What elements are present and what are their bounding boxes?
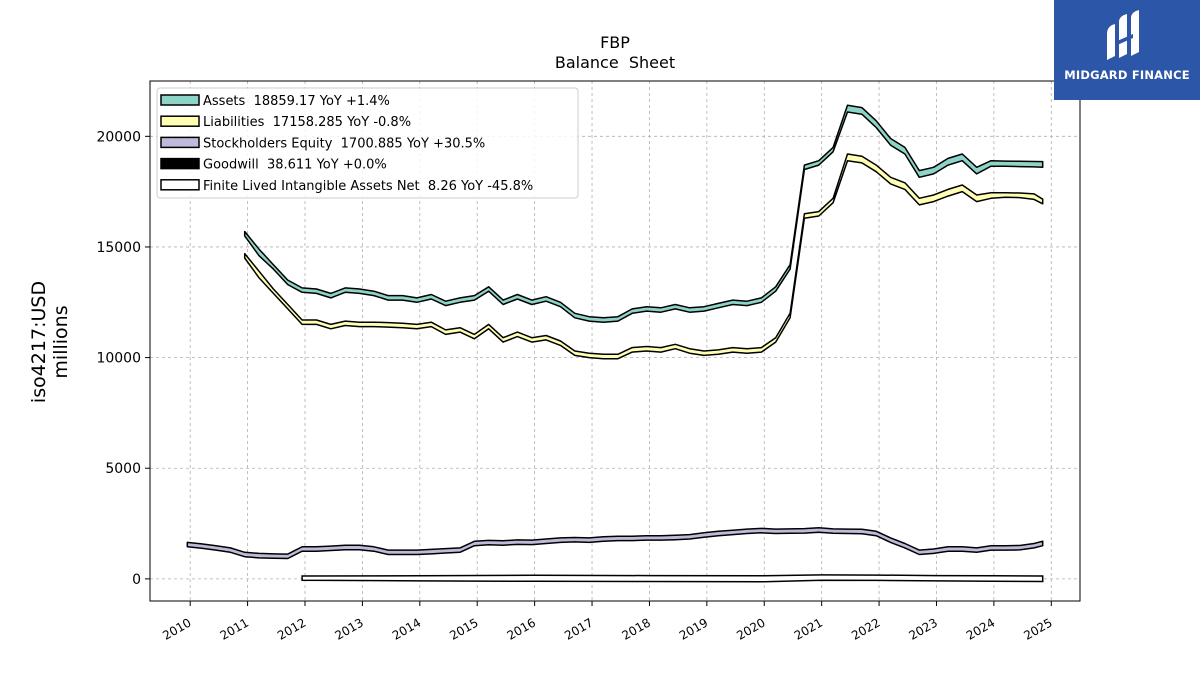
x-tick-label: 2011: [218, 615, 251, 642]
x-tick-label: 2015: [447, 615, 480, 642]
legend-swatch-goodwill: [160, 157, 200, 170]
legend-label-liabilities: Liabilities 17158.285 YoY -0.8%: [203, 115, 411, 130]
legend: Assets 18859.17 YoY +1.4% Liabilities 171…: [156, 87, 579, 199]
series-layer: [186, 104, 1044, 583]
legend-label-assets: Assets 18859.17 YoY +1.4%: [203, 94, 390, 109]
legend-label-goodwill: Goodwill 38.611 YoY +0.0%: [203, 158, 387, 173]
y-tick-label: 0: [132, 572, 141, 588]
x-tick-label: 2020: [734, 615, 767, 642]
y-tick-label: 5000: [105, 461, 141, 477]
series-intangibles: [301, 574, 1044, 583]
legend-swatch-liabilities: [160, 115, 200, 127]
y-tick-label: 20000: [96, 129, 141, 145]
x-tick-label: 2017: [562, 615, 595, 642]
y-axis-label-line1: iso4217:USD: [28, 281, 50, 403]
x-tick-label: 2019: [677, 615, 710, 642]
series-liabilities: [243, 153, 1044, 360]
x-tick-label: 2010: [160, 615, 193, 642]
x-tick-label: 2025: [1021, 615, 1054, 642]
plot-frame: [149, 80, 1081, 602]
x-tick-label: 2013: [332, 615, 365, 642]
legend-label-stockholders-equity: Stockholders Equity 1700.885 YoY +30.5%: [203, 136, 485, 151]
y-axis-label: iso4217:USD millions: [28, 281, 72, 403]
x-tick-label: 2016: [505, 615, 538, 642]
grid: [150, 81, 1080, 601]
series-stockholders-equity: [186, 527, 1044, 560]
x-tick-label: 2024: [964, 615, 997, 642]
legend-swatch-assets: [160, 94, 200, 106]
axes: 0 5000 10000 15000 20000 2010 2011 2012 2013 2014…: [96, 129, 1054, 643]
x-tick-label: 2014: [390, 615, 423, 642]
series-assets: [243, 104, 1044, 323]
x-tick-label: 2018: [619, 615, 652, 642]
logo-text: MIDGARD FINANCE: [1064, 68, 1190, 82]
chart-title: FBP: [600, 33, 630, 52]
legend-swatch-stockholders-equity: [160, 136, 200, 149]
x-tick-label: 2012: [275, 615, 308, 642]
midgard-logo-icon: [1107, 10, 1139, 60]
legend-box: [156, 87, 579, 199]
chart-subtitle: Balance Sheet: [555, 53, 675, 72]
x-tick-label: 2022: [849, 615, 882, 642]
y-tick-label: 10000: [96, 351, 141, 367]
y-axis-label-line2: millions: [50, 305, 72, 378]
legend-label-intangibles: Finite Lived Intangible Assets Net 8.26 …: [203, 179, 533, 194]
x-tick-label: 2023: [907, 615, 940, 642]
x-tick-label: 2021: [792, 615, 825, 642]
y-tick-label: 15000: [96, 240, 141, 256]
brand-logo: MIDGARD FINANCE: [1054, 0, 1200, 100]
legend-swatch-intangibles: [160, 179, 200, 191]
